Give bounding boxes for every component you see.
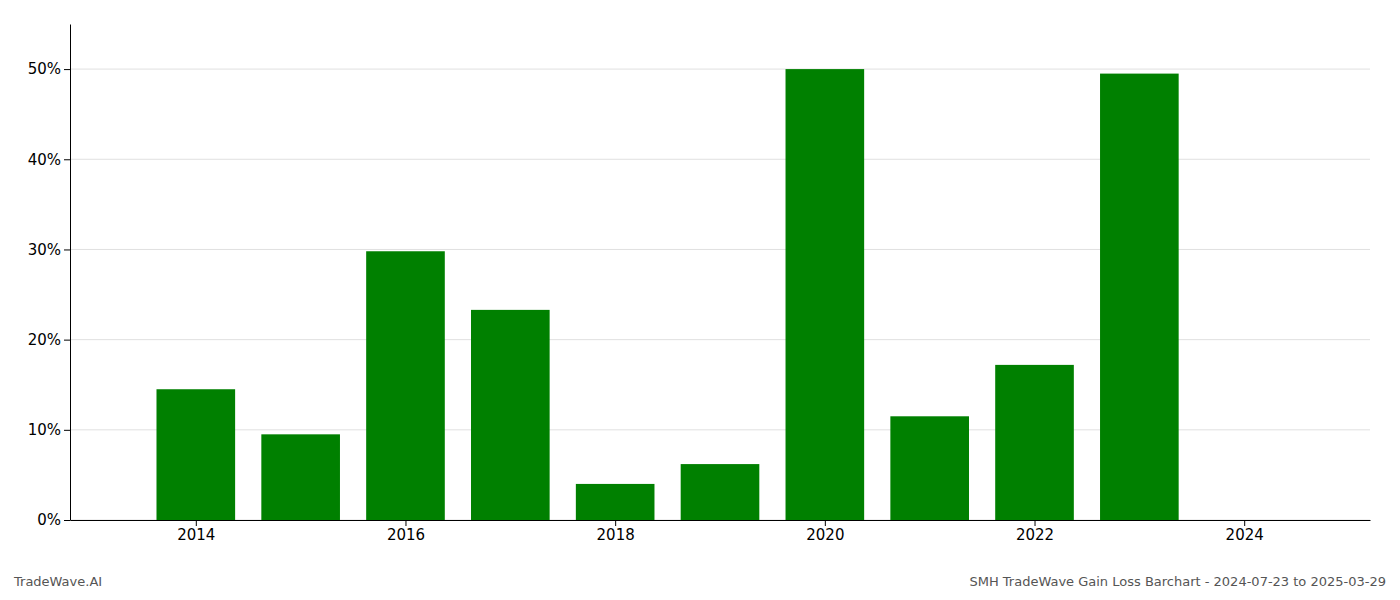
x-tick-label: 2016 — [387, 526, 425, 544]
x-tick: 2014 — [177, 520, 215, 544]
y-tick-label: 40% — [28, 151, 61, 169]
y-axis-line — [70, 25, 71, 521]
bars — [156, 69, 1178, 520]
x-tick-label: 2018 — [597, 526, 635, 544]
y-tick: 20% — [28, 331, 70, 349]
bar — [995, 365, 1074, 520]
x-tick: 2018 — [597, 520, 635, 544]
bar — [261, 434, 340, 520]
y-tick: 30% — [28, 241, 70, 259]
x-tick: 2016 — [387, 520, 425, 544]
y-tick: 10% — [28, 421, 70, 439]
y-tick-label: 20% — [28, 331, 61, 349]
x-tick-label: 2014 — [177, 526, 215, 544]
x-tick-label: 2022 — [1016, 526, 1054, 544]
x-axis: 2014 2016 2018 2020 2022 2024 — [71, 520, 1371, 544]
bar — [576, 484, 655, 520]
bar — [890, 416, 969, 520]
bar — [681, 464, 760, 520]
x-tick: 2020 — [806, 520, 844, 544]
y-tick-label: 50% — [28, 60, 61, 78]
bar — [366, 251, 445, 520]
y-tick-label: 30% — [28, 241, 61, 259]
grid-line — [70, 69, 1370, 70]
x-tick: 2024 — [1226, 520, 1264, 544]
y-axis: 0% 10% 20% 30% 40% 50% — [28, 25, 71, 530]
x-tick-label: 2020 — [806, 526, 844, 544]
y-tick-mark — [64, 159, 70, 160]
footer-left: TradeWave.AI — [13, 574, 102, 589]
bar — [786, 69, 865, 520]
y-tick-mark — [64, 340, 70, 341]
bar — [1100, 74, 1179, 520]
y-tick-mark — [64, 249, 70, 250]
x-axis-line — [71, 520, 1371, 521]
x-tick: 2022 — [1016, 520, 1054, 544]
grid — [70, 69, 1370, 520]
y-tick-label: 10% — [28, 421, 61, 439]
chart: 2014 2016 2018 2020 2022 2024 0% 10% 20% 30% 40% 50… — [0, 0, 1400, 600]
y-tick: 40% — [28, 151, 70, 169]
y-tick-mark — [64, 430, 70, 431]
y-tick-label: 0% — [37, 511, 61, 529]
bar — [471, 310, 550, 520]
y-tick: 0% — [37, 511, 70, 529]
y-tick-mark — [64, 69, 70, 70]
bar — [156, 389, 235, 520]
footer-right: SMH TradeWave Gain Loss Barchart - 2024-… — [969, 574, 1386, 589]
y-tick-mark — [64, 520, 70, 521]
plot: 2014 2016 2018 2020 2022 2024 0% 10% 20% 30% 40% 50… — [28, 25, 1371, 544]
y-tick: 50% — [28, 60, 70, 78]
x-tick-label: 2024 — [1226, 526, 1264, 544]
